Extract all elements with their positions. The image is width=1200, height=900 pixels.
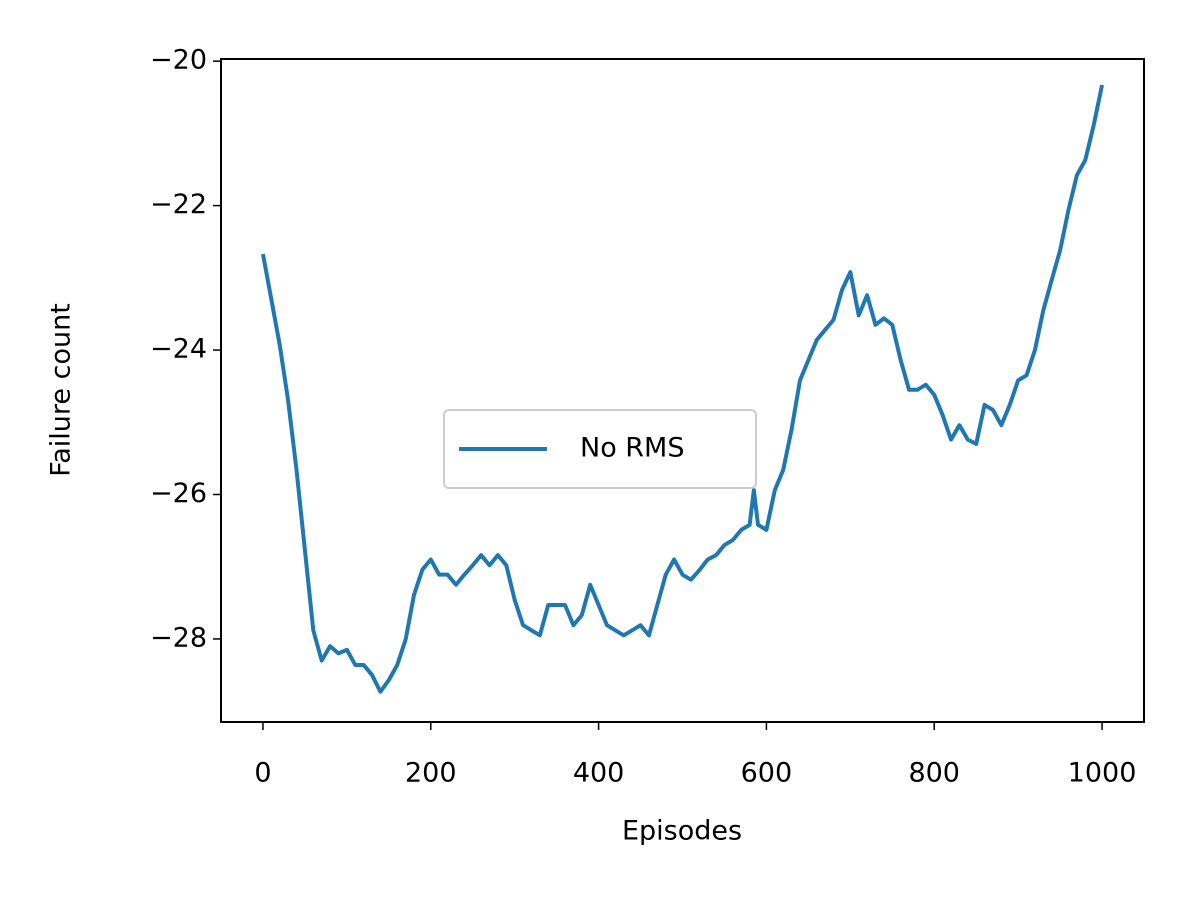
legend-box: [443, 409, 757, 489]
x-tick-label: 800: [908, 758, 960, 789]
plot-frame: [220, 58, 1145, 723]
x-tick-label: 400: [573, 758, 625, 789]
x-axis-label: Episodes: [622, 816, 742, 847]
data-line: [260, 84, 1105, 694]
y-tick-label: −20: [150, 45, 207, 76]
y-tick-label: −28: [150, 622, 207, 653]
y-axis-label: Failure count: [46, 303, 77, 477]
x-tick-label: 600: [741, 758, 793, 789]
y-tick-label: −24: [150, 334, 207, 365]
legend-label: No RMS: [580, 433, 685, 464]
x-tick-label: 0: [254, 758, 271, 789]
x-tick-label: 200: [405, 758, 457, 789]
y-tick-label: −22: [150, 189, 207, 220]
y-tick-label: −26: [150, 478, 207, 509]
x-tick-label: 1000: [1068, 758, 1137, 789]
